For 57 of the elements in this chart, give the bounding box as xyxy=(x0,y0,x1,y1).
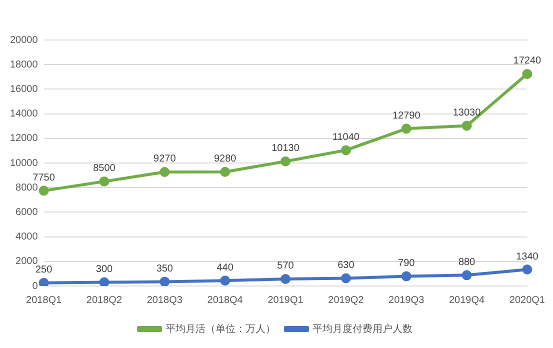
data-label: 790 xyxy=(398,258,416,270)
x-tick-label: 2018Q3 xyxy=(146,294,183,306)
point xyxy=(462,270,472,280)
data-label: 440 xyxy=(216,262,234,274)
data-label: 13030 xyxy=(452,107,482,118)
point xyxy=(160,276,170,286)
y-tick-label: 14000 xyxy=(10,108,38,120)
x-tick-label: 2019Q2 xyxy=(328,294,364,306)
data-label: 12790 xyxy=(392,110,421,122)
data-label: 7750 xyxy=(32,172,56,184)
y-tick-label: 18000 xyxy=(10,59,38,70)
x-tick-label: 2020Q1 xyxy=(509,294,546,306)
data-label: 880 xyxy=(458,256,476,268)
point xyxy=(340,145,351,156)
point xyxy=(522,264,532,275)
data-label: 9270 xyxy=(154,154,176,165)
x-tick-label: 2019Q3 xyxy=(388,294,425,306)
point xyxy=(99,277,110,286)
data-label: 300 xyxy=(96,264,114,276)
y-tick-label: 6000 xyxy=(16,206,38,218)
data-label: 8500 xyxy=(93,163,116,174)
data-label: 1340 xyxy=(516,251,539,262)
x-tick-label: 2019Q1 xyxy=(268,294,304,306)
x-tick-label: 2018Q1 xyxy=(26,294,62,306)
point xyxy=(280,156,291,166)
point xyxy=(401,271,412,282)
y-tick-label: 0 xyxy=(32,280,38,292)
point xyxy=(522,68,532,79)
y-tick-label: 8000 xyxy=(16,182,38,194)
point xyxy=(38,278,49,286)
point xyxy=(160,166,170,177)
point xyxy=(38,186,49,196)
x-tick-label: 2018Q2 xyxy=(86,294,122,306)
y-tick-label: 12000 xyxy=(10,133,38,144)
x-tick-label: 2019Q4 xyxy=(448,294,486,306)
data-label: 630 xyxy=(338,260,355,271)
data-label: 11040 xyxy=(332,132,360,143)
data-label: 350 xyxy=(156,263,174,274)
point xyxy=(462,120,472,131)
data-label: 250 xyxy=(35,264,53,276)
point xyxy=(401,124,412,134)
data-label: 10130 xyxy=(272,143,300,154)
legend-label: 平均月活（单位：万人） xyxy=(166,322,276,335)
point xyxy=(220,276,230,286)
y-tick-label: 16000 xyxy=(10,84,38,95)
y-tick-label: 10000 xyxy=(10,158,38,169)
y-tick-label: 4000 xyxy=(16,232,38,243)
point xyxy=(280,274,291,284)
legend-label: 平均月度付费用户人数 xyxy=(312,322,412,335)
point xyxy=(340,273,351,284)
y-tick-label: 20000 xyxy=(10,34,38,46)
data-label: 9280 xyxy=(214,154,237,165)
data-label: 17240 xyxy=(513,56,542,67)
point xyxy=(99,176,110,186)
point xyxy=(220,166,230,177)
x-tick-label: 2018Q4 xyxy=(207,294,244,306)
data-label: 570 xyxy=(277,260,294,272)
